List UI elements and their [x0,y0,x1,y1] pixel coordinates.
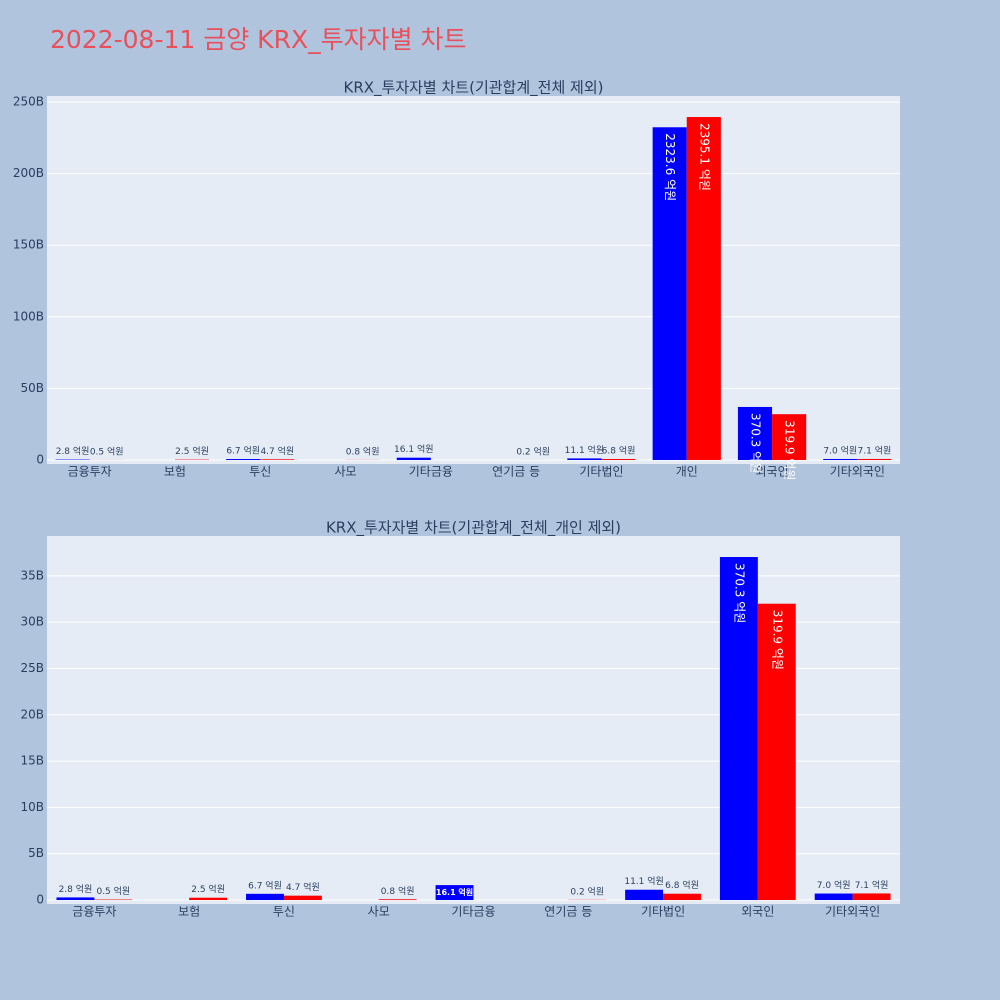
value-label: 16.1 억원 [436,887,473,897]
value-label: 2.5 억원 [175,445,209,457]
bar [737,406,773,460]
bar [246,893,284,901]
y-tick-label: 200B [13,166,44,180]
value-label: 7.1 억원 [858,444,892,456]
bar [283,895,322,901]
value-label: 0.2 억원 [570,885,604,897]
x-tick-label: 연기금 등 [544,905,592,919]
chart-title: KRX_투자자별 차트(기관합계_전체 제외) [344,79,604,98]
bar [772,414,807,460]
plot-area [47,96,900,464]
value-label: 0.2 억원 [516,445,550,457]
y-tick-label: 25B [20,661,44,675]
value-label: 7.0 억원 [817,879,851,891]
value-label: 0.8 억원 [346,445,380,457]
y-tick-label: 30B [20,615,44,629]
bar [719,557,758,901]
value-label: 370.3 억원 [732,563,746,623]
bar [663,893,701,901]
value-label: 16.1 억원 [394,443,433,455]
bar [625,889,664,901]
value-label: 370.3 억원 [748,413,762,473]
x-tick-label: 기타외국인 [825,905,880,919]
value-label: 6.7 억원 [226,445,260,457]
bar [226,459,261,460]
value-label: 4.7 억원 [286,881,320,893]
x-tick-label: 기타금융 [409,465,453,479]
y-tick-label: 250B [13,95,44,109]
bar [823,458,858,460]
y-tick-label: 0 [36,893,44,907]
value-label: 319.9 억원 [770,610,784,670]
x-tick-label: 외국인 [741,905,774,919]
x-tick-label: 사모 [335,465,357,479]
y-tick-label: 35B [20,568,44,582]
x-tick-label: 보험 [178,905,200,919]
bar [435,885,474,901]
x-tick-label: 기타법인 [641,905,685,919]
bar [189,897,228,901]
page-title: 2022-08-11 금양 KRX_투자자별 차트 [50,25,467,54]
bar [601,459,636,460]
y-tick-label: 10B [20,800,44,814]
value-label: 0.5 억원 [96,885,130,897]
bar [260,459,295,460]
value-label: 6.8 억원 [602,445,636,457]
x-tick-label: 투신 [273,905,295,919]
y-tick-label: 100B [13,309,44,323]
x-tick-label: 기타법인 [579,465,623,479]
x-tick-label: 외국인 [755,465,788,479]
y-tick-label: 5B [28,846,44,860]
bar [857,458,892,460]
x-tick-label: 금융투자 [72,905,116,919]
y-tick-label: 0 [36,452,44,466]
x-tick-label: 기타금융 [451,905,495,919]
bar [852,893,891,901]
x-tick-label: 투신 [249,465,271,479]
value-label: 0.5 억원 [90,445,124,457]
bar [56,897,95,901]
value-label: 0.8 억원 [381,885,415,897]
value-label: 4.7 억원 [260,445,294,457]
bar [814,893,853,901]
y-tick-label: 20B [20,707,44,721]
value-label: 11.1 억원 [624,875,663,887]
value-label: 2395.1 억원 [697,123,711,191]
y-tick-label: 15B [20,754,44,768]
value-label: 6.7 억원 [248,879,282,891]
value-label: 7.1 억원 [855,879,889,891]
bar [378,899,417,901]
x-tick-label: 개인 [676,465,698,479]
y-tick-label: 150B [13,238,44,252]
value-label: 2323.6 억원 [663,133,677,201]
x-tick-label: 사모 [368,905,390,919]
value-label: 2.8 억원 [56,445,90,457]
x-tick-label: 보험 [164,465,186,479]
value-label: 2.5 억원 [191,883,225,895]
bar [396,457,431,460]
bar [757,603,796,901]
value-label: 319.9 억원 [783,420,797,480]
value-label: 6.8 억원 [665,879,699,891]
y-tick-label: 50B [20,381,44,395]
bar [567,458,602,460]
bar [652,127,687,460]
x-tick-label: 금융투자 [68,465,112,479]
bar [686,117,721,460]
value-label: 2.8 억원 [59,883,93,895]
chart-title: KRX_투자자별 차트(기관합계_전체_개인 제외) [326,519,621,538]
value-label: 7.0 억원 [823,444,857,456]
x-tick-label: 연기금 등 [492,465,540,479]
value-label: 11.1 억원 [565,444,604,456]
x-tick-label: 기타외국인 [830,465,885,479]
